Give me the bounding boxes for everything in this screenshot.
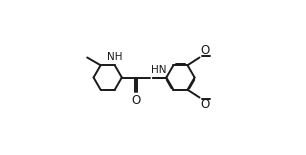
Text: O: O xyxy=(200,98,209,111)
Text: O: O xyxy=(200,44,209,57)
Text: NH: NH xyxy=(107,52,123,62)
Text: HN: HN xyxy=(151,65,166,75)
Text: O: O xyxy=(131,94,140,107)
